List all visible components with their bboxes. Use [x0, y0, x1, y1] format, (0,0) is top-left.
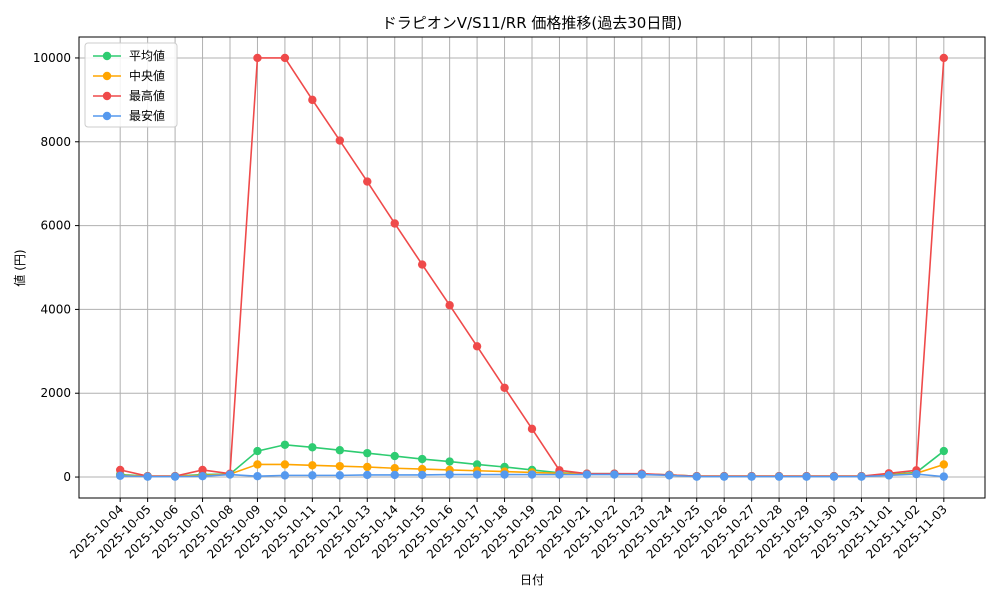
- legend-label: 最安値: [129, 108, 165, 123]
- data-point: [280, 460, 290, 469]
- data-point: [884, 471, 894, 480]
- data-point: [198, 472, 207, 481]
- data-point: [857, 472, 866, 481]
- data-point: [253, 472, 262, 481]
- data-point: [308, 471, 317, 480]
- data-point: [253, 53, 262, 63]
- data-point: [390, 470, 399, 480]
- data-point: [253, 446, 262, 456]
- data-point: [363, 177, 372, 186]
- data-point: [939, 53, 949, 63]
- chart-title: ドラピオンV/S11/RR 価格推移(過去30日間): [382, 14, 682, 32]
- data-point: [253, 460, 262, 469]
- data-point: [143, 472, 152, 481]
- y-tick-label: 10000: [33, 51, 71, 65]
- data-point: [802, 472, 811, 481]
- data-point: [939, 472, 949, 481]
- y-tick-label: 6000: [40, 219, 71, 233]
- data-point: [527, 424, 537, 434]
- x-axis-label: 日付: [520, 573, 544, 587]
- data-point: [363, 448, 372, 458]
- data-point: [308, 95, 317, 105]
- data-point: [198, 465, 207, 475]
- data-point: [472, 342, 482, 351]
- data-point: [500, 470, 509, 479]
- data-point: [115, 465, 125, 475]
- data-point: [500, 383, 509, 392]
- y-tick-label: 8000: [40, 135, 71, 149]
- legend-marker: [102, 91, 112, 101]
- data-point: [582, 470, 592, 479]
- y-axis-label: 値 (円): [12, 249, 27, 286]
- data-point: [939, 446, 949, 456]
- data-point: [308, 461, 317, 470]
- data-point: [774, 472, 784, 481]
- data-point: [225, 470, 235, 479]
- data-point: [335, 446, 345, 455]
- y-tick-label: 0: [63, 470, 71, 484]
- y-tick-label: 2000: [40, 386, 71, 400]
- data-point: [170, 472, 180, 481]
- data-point: [555, 470, 564, 479]
- data-point: [829, 472, 839, 481]
- data-point: [280, 440, 290, 449]
- data-point: [335, 471, 345, 480]
- y-tick-label: 4000: [40, 302, 71, 316]
- data-point: [417, 470, 427, 480]
- data-point: [472, 460, 482, 469]
- data-point: [280, 53, 290, 63]
- data-point: [115, 471, 125, 480]
- data-point: [912, 469, 921, 479]
- data-point: [445, 457, 454, 466]
- data-point: [280, 471, 290, 480]
- data-point: [610, 470, 619, 479]
- data-point: [390, 451, 399, 461]
- data-point: [445, 470, 454, 479]
- legend-marker: [102, 51, 112, 61]
- data-point: [390, 219, 399, 228]
- data-point: [335, 136, 345, 145]
- data-point: [747, 472, 756, 481]
- data-point: [692, 472, 701, 481]
- data-point: [363, 470, 372, 480]
- data-point: [363, 462, 372, 472]
- data-point: [417, 260, 427, 269]
- data-point: [445, 301, 454, 310]
- data-point: [472, 470, 482, 479]
- data-point: [308, 443, 317, 452]
- data-point: [637, 470, 647, 479]
- data-point: [719, 472, 729, 481]
- legend-marker: [102, 111, 112, 121]
- legend-label: 最高値: [129, 88, 165, 103]
- data-point: [390, 464, 399, 473]
- data-point: [939, 460, 949, 469]
- legend-box: [84, 42, 178, 128]
- data-point: [665, 471, 674, 480]
- data-point: [335, 461, 345, 471]
- legend-label: 中央値: [129, 68, 165, 83]
- data-point: [417, 454, 427, 464]
- legend-marker: [102, 71, 112, 81]
- data-point: [527, 470, 537, 479]
- legend-label: 平均値: [129, 48, 165, 63]
- data-point: [417, 464, 427, 474]
